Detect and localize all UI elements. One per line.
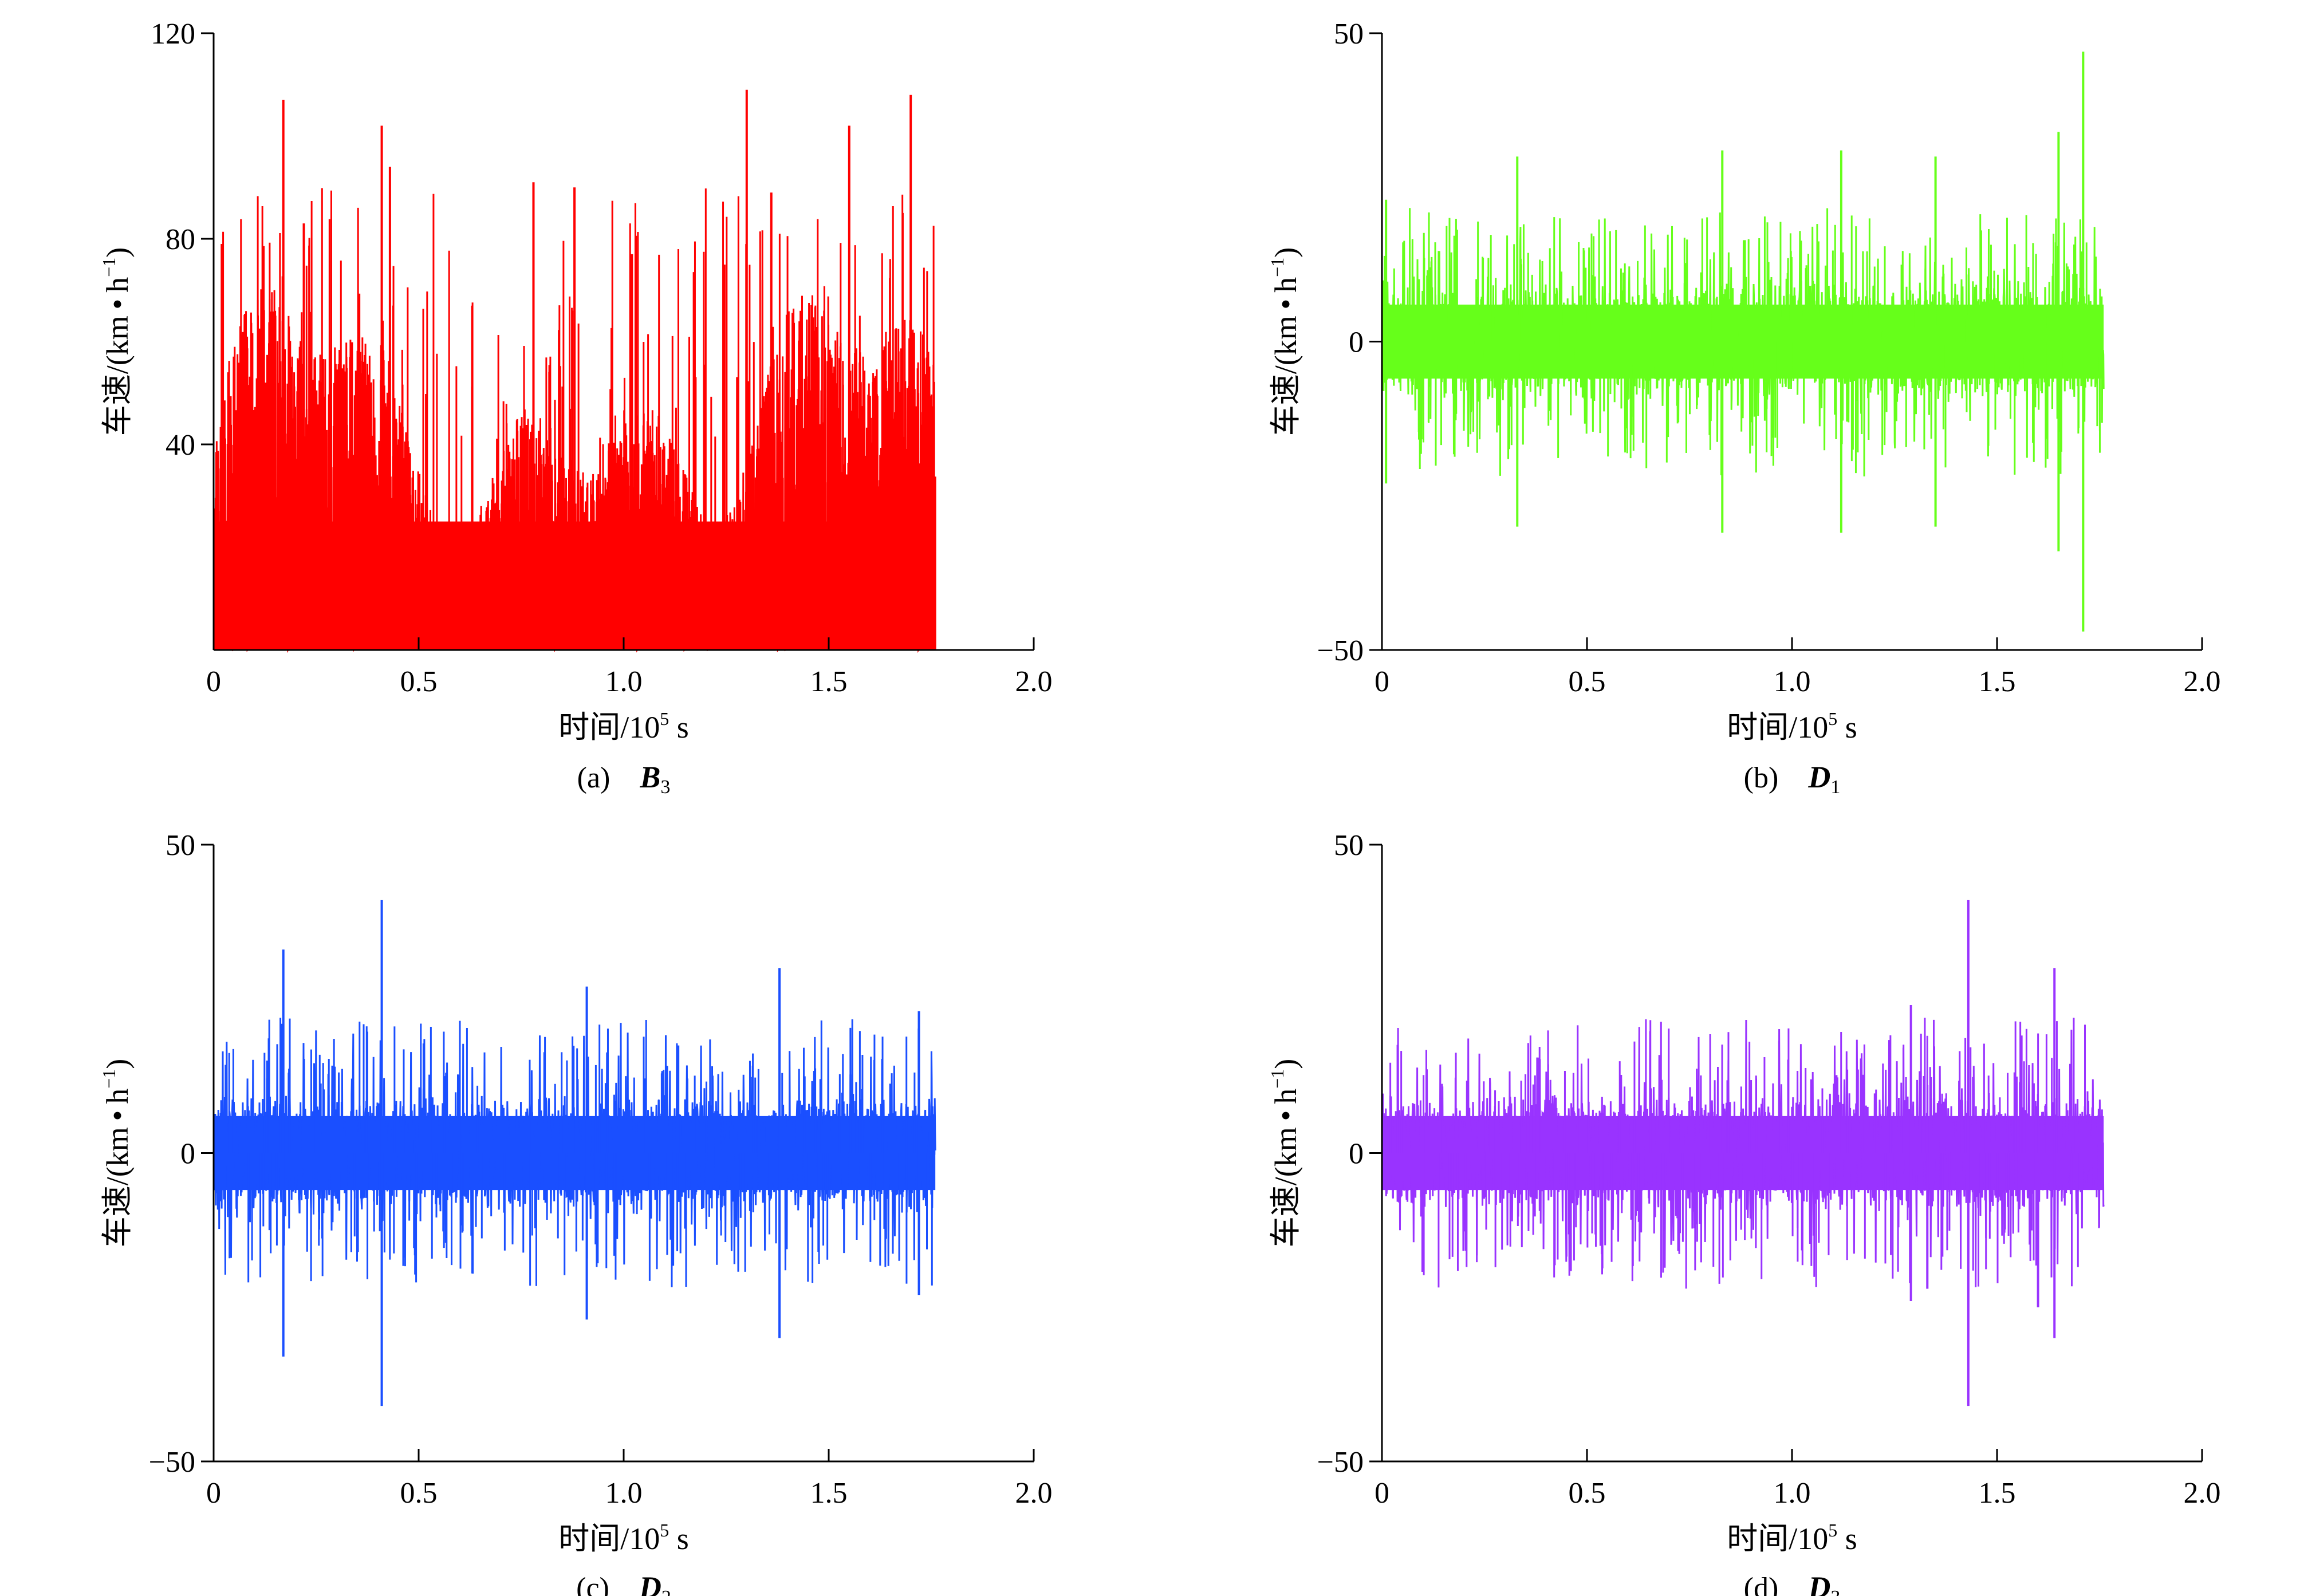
x-tick-label: 0.5: [400, 665, 438, 698]
x-axis-label-sup: 5: [1828, 1520, 1837, 1540]
caption-subscript: 3: [1830, 1587, 1840, 1596]
panel-c: 0 0.5 1.0 1.5 2.0 −50 0 50 时间/105 s 车速/(km • h−1)…: [99, 829, 1053, 1596]
panel-d: 0 0.5 1.0 1.5 2.0 −50 0 50 时间/105 s 车速/(km • h−1)…: [1267, 829, 2221, 1596]
caption-subscript: 3: [660, 777, 670, 798]
panel-a: 0 0.5 1.0 1.5 2.0 40 80 120 时间/105 s 车速/(km • h−1…: [99, 18, 1053, 798]
y-axis-label-tail: ): [100, 1059, 135, 1069]
series-trace: [212, 900, 936, 1406]
series-trace: [212, 89, 936, 653]
x-axis-label-tail: s: [1837, 710, 1857, 744]
x-axis-label-tail: s: [669, 710, 689, 744]
x-axis-label-main: 时间/10: [558, 710, 660, 744]
caption-symbol: B: [639, 760, 660, 794]
x-tick-label: 2.0: [1015, 1477, 1053, 1510]
x-tick-label: 0: [206, 665, 221, 698]
x-axis-label-main: 时间/10: [558, 1522, 660, 1556]
panel-caption: (d) D3: [1744, 1570, 1841, 1596]
x-tick-label: 1.0: [605, 665, 643, 698]
x-axis-label-sup: 5: [660, 708, 669, 729]
x-tick-label: 1.0: [605, 1477, 643, 1510]
y-tick-label: 40: [166, 429, 195, 462]
trace-line: [1381, 212, 2105, 473]
y-tick-label: 120: [151, 18, 195, 50]
y-tick-label: 50: [1334, 18, 1364, 50]
y-tick-label: 50: [166, 829, 195, 862]
panel-caption: (b) D1: [1744, 760, 1841, 798]
caption-symbol: D: [1807, 760, 1830, 794]
x-tick-label: 2.0: [2184, 1477, 2221, 1510]
y-axis-label-sup: −1: [99, 1069, 119, 1089]
x-tick-label: 0.5: [400, 1477, 438, 1510]
panel-b: 0 0.5 1.0 1.5 2.0 −50 0 50 时间/105 s 车速/(km • h−1)…: [1267, 18, 2221, 798]
panel-caption: (c) D2: [576, 1570, 671, 1596]
x-tick-label: 0.5: [1569, 1477, 1606, 1510]
x-axis-label-sup: 5: [660, 1520, 669, 1540]
x-axis-label-tail: s: [1837, 1522, 1857, 1556]
y-axis-label-main: 车速/(km • h: [100, 1089, 135, 1248]
trace-spikes: [228, 1018, 933, 1287]
x-axis-label-main: 时间/10: [1727, 1522, 1828, 1556]
y-tick-label: −50: [1317, 1446, 1364, 1479]
x-tick-label: 0: [1375, 1477, 1389, 1510]
x-axis-label-tail: s: [669, 1522, 689, 1556]
x-tick-label: 0.5: [1569, 665, 1606, 698]
y-axis-label-tail: ): [1269, 247, 1303, 258]
y-axis-label-sup: −1: [99, 258, 119, 277]
caption-prefix: (a): [577, 762, 640, 794]
x-tick-label: 2.0: [2184, 665, 2221, 698]
x-tick-label: 0: [1375, 665, 1389, 698]
y-axis-label: 车速/(km • h−1): [1267, 247, 1303, 436]
caption-prefix: (c): [576, 1572, 639, 1596]
y-axis-label-tail: ): [100, 247, 135, 258]
y-tick-label: −50: [1317, 635, 1364, 667]
panel-caption: (a) B3: [577, 760, 671, 798]
y-axis-label-main: 车速/(km • h: [100, 277, 135, 436]
caption-prefix: (b): [1744, 762, 1809, 794]
y-axis-label-sup: −1: [1267, 258, 1287, 277]
y-axis-label: 车速/(km • h−1): [1267, 1059, 1303, 1248]
x-tick-label: 0: [206, 1477, 221, 1510]
x-tick-label: 1.0: [1774, 1477, 1811, 1510]
y-axis-label: 车速/(km • h−1): [99, 1059, 135, 1248]
x-tick-label: 1.5: [1979, 665, 2016, 698]
y-axis-label-main: 车速/(km • h: [1269, 1089, 1303, 1248]
trace-spikes: [1384, 208, 2101, 476]
x-tick-label: 2.0: [1015, 665, 1053, 698]
x-tick-label: 1.0: [1774, 665, 1811, 698]
caption-subscript: 1: [1830, 777, 1840, 798]
x-tick-label: 1.5: [1979, 1477, 2016, 1510]
x-axis-label-sup: 5: [1828, 708, 1837, 729]
x-axis-label: 时间/105 s: [1727, 1520, 1857, 1556]
y-tick-label: 80: [166, 223, 195, 256]
y-tick-label: −50: [149, 1446, 195, 1479]
x-axis-label: 时间/105 s: [1727, 708, 1857, 744]
y-tick-label: 50: [1334, 829, 1364, 862]
y-axis-label-tail: ): [1269, 1059, 1303, 1069]
y-axis-label: 车速/(km • h−1): [99, 247, 135, 436]
x-tick-label: 1.5: [810, 665, 848, 698]
caption-prefix: (d): [1744, 1572, 1809, 1596]
caption-subscript: 2: [661, 1587, 671, 1596]
series-trace: [1381, 52, 2105, 632]
x-axis-label: 时间/105 s: [558, 1520, 689, 1556]
y-axis-label-sup: −1: [1267, 1069, 1287, 1089]
trace-spikes: [215, 188, 935, 650]
x-tick-label: 1.5: [810, 1477, 848, 1510]
caption-symbol: D: [639, 1570, 661, 1596]
trace-line: [1381, 1019, 2105, 1287]
y-tick-label: 0: [1349, 1138, 1364, 1171]
y-axis-label-main: 车速/(km • h: [1269, 277, 1303, 436]
trace-spikes: [1389, 1018, 2086, 1289]
y-tick-label: 0: [1349, 326, 1364, 359]
x-axis-label: 时间/105 s: [558, 708, 689, 744]
x-axis-label-main: 时间/10: [1727, 710, 1828, 744]
caption-symbol: D: [1807, 1570, 1830, 1596]
y-tick-label: 0: [180, 1138, 195, 1171]
series-trace: [1381, 900, 2105, 1406]
